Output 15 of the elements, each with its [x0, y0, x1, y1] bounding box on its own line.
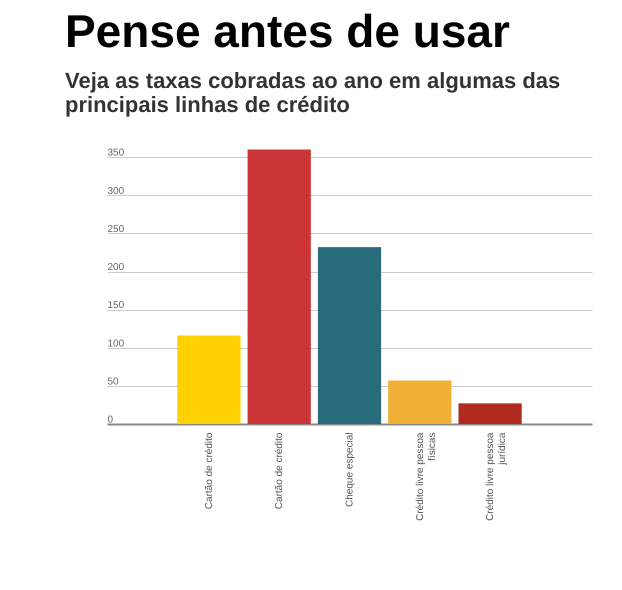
x-tick-label: Cheque especial [344, 432, 356, 507]
y-tick-label: 150 [108, 300, 125, 312]
x-tick-label: Crédito livre pessoa jurídica [485, 432, 508, 521]
y-tick-label: 50 [108, 376, 120, 388]
chart-title: Pense antes de usar [65, 5, 510, 58]
y-tick-label: 200 [108, 262, 125, 274]
x-tick-label: Cartão de crédito [204, 432, 215, 510]
y-tick-label: 300 [108, 186, 125, 197]
chart-subtitle: Veja as taxas cobradas ao ano em algumas das principais linhas de crédito [65, 68, 560, 118]
y-tick-label: 350 [108, 148, 125, 159]
y-tick-label: 0 [108, 414, 114, 426]
x-tick-label: Cartão de crédito [274, 432, 286, 510]
x-tick-label: Crédito livre pessoa físicas [414, 432, 438, 521]
y-tick-label: 100 [108, 338, 125, 350]
y-tick-label: 250 [108, 224, 125, 235]
